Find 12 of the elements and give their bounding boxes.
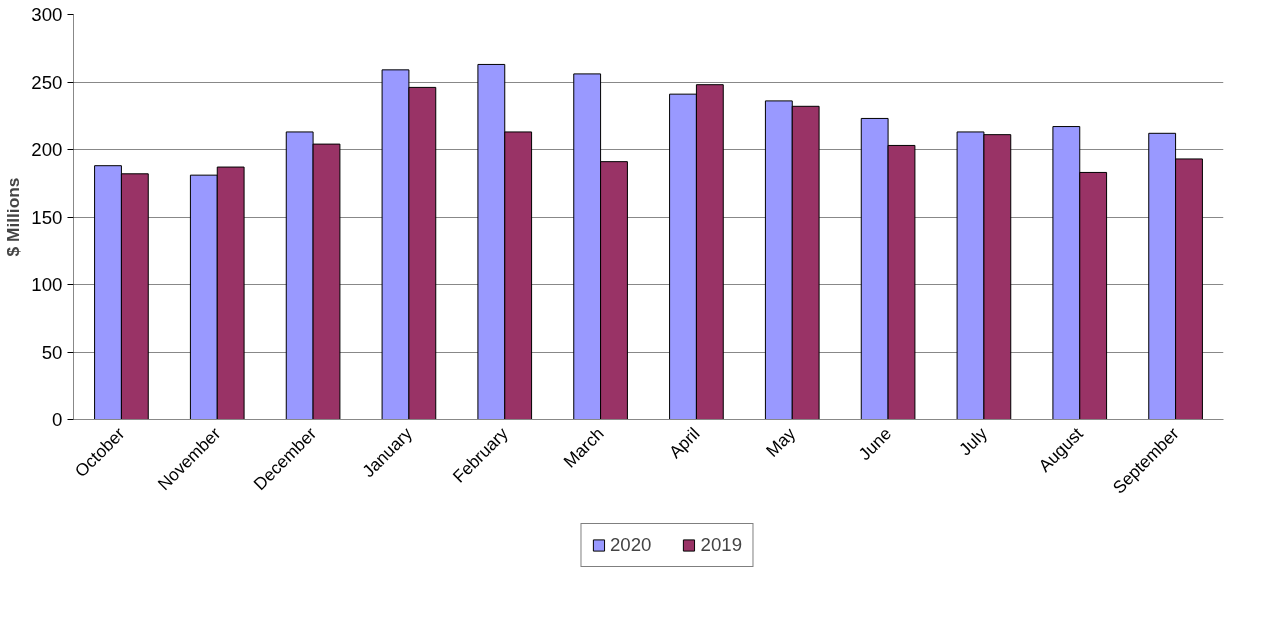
x-tick-label: May — [762, 423, 800, 461]
y-tick-label: 200 — [31, 139, 63, 160]
y-axis-title: $ Millions — [3, 177, 24, 257]
y-tick-label: 50 — [41, 341, 63, 363]
y-tick-label: 0 — [52, 409, 63, 430]
legend-label: 2020 — [609, 533, 652, 556]
x-tick-label: July — [955, 423, 992, 460]
y-tick-label: 250 — [31, 71, 63, 93]
legend-label: 2019 — [700, 533, 743, 556]
y-tick-label: 300 — [31, 4, 63, 25]
y-tick-label: 100 — [31, 274, 63, 295]
y-tick-label: 150 — [31, 206, 63, 228]
